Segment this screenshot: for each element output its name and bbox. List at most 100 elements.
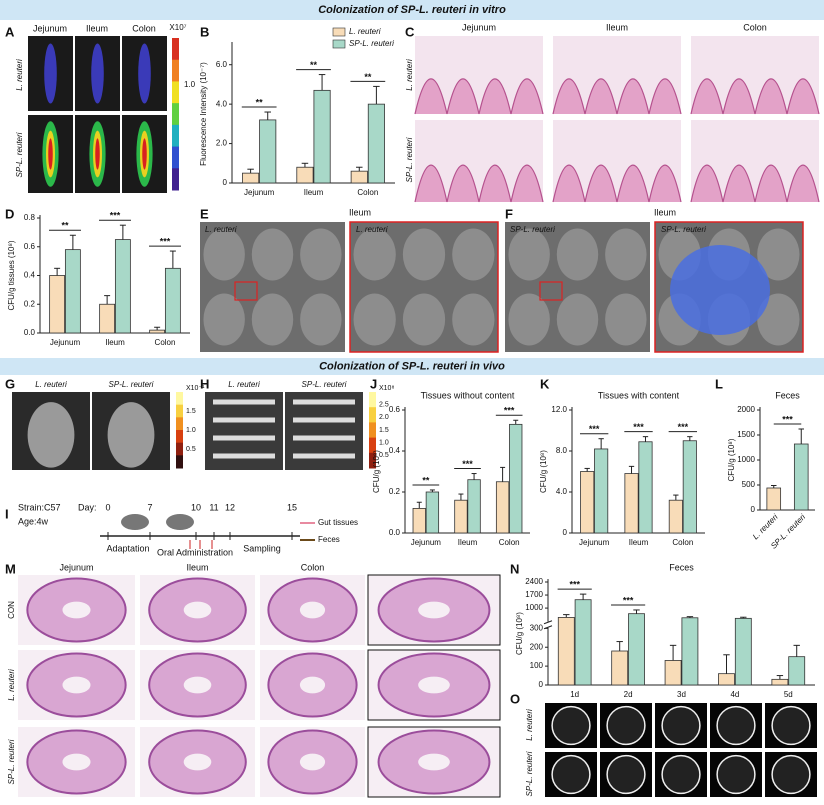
label: Feces [318, 535, 340, 544]
well [661, 754, 701, 795]
tissue [690, 164, 724, 203]
bar [580, 471, 595, 534]
x-tick-label: Colon [155, 338, 176, 347]
lumen [418, 753, 450, 771]
label: L. reuteri [205, 225, 237, 234]
y-tick-label: 4.0 [216, 99, 228, 108]
x-tick-label: Jejunum [244, 188, 275, 197]
x-tick-label: Jejunum [411, 538, 442, 547]
villus [251, 293, 294, 346]
lumen [418, 676, 450, 694]
panel-label: A [5, 24, 15, 39]
label: Ileum [606, 22, 628, 32]
y-axis-label: Fluorescence Intensity (10⁻⁷) [199, 62, 208, 166]
panel-label: D [5, 206, 14, 221]
panel-label: B [200, 24, 209, 39]
label: L. reuteri [7, 669, 16, 701]
signal [48, 138, 53, 170]
bar [594, 448, 609, 534]
lumen [62, 676, 91, 694]
significance: ** [256, 97, 264, 107]
bar [149, 329, 166, 334]
panel-label: O [510, 691, 520, 706]
lumen [62, 601, 91, 619]
lumen [299, 601, 326, 619]
panel-label: K [540, 376, 550, 391]
label: L. reuteri [15, 59, 24, 91]
bar [313, 89, 331, 184]
x-tick-label: Ileum [629, 538, 649, 547]
lumen [183, 676, 212, 694]
tissue [584, 78, 618, 115]
villus [251, 228, 294, 281]
label: X10⁻¹ [186, 385, 205, 392]
bar [114, 239, 131, 334]
label: Day: [78, 502, 97, 512]
villus [605, 293, 647, 346]
significance: *** [160, 236, 171, 246]
well [606, 754, 646, 795]
bar [425, 491, 440, 534]
bar [367, 103, 385, 184]
x-tick-label: Ileum [105, 338, 125, 347]
colorbar [172, 124, 179, 148]
x-tick-label: 2d [624, 690, 633, 699]
villus [508, 293, 550, 346]
bar [64, 249, 81, 334]
label: 2.5 [379, 402, 389, 409]
y-tick-label: 0 [563, 528, 568, 537]
lumen [183, 601, 212, 619]
lumen [62, 753, 91, 771]
panel-label: E [200, 206, 209, 221]
y-tick-label: 6.0 [216, 60, 228, 69]
label: L. reuteri [35, 380, 67, 389]
lumen [418, 601, 450, 619]
y-tick-label: 0.6 [389, 405, 401, 414]
villus [605, 228, 647, 281]
well [771, 754, 811, 795]
banner-title: Colonization of SP-L. reuteri in vivo [319, 360, 505, 372]
panel-label: I [5, 506, 9, 521]
signal [138, 43, 151, 104]
y-axis-label: CFU/g (10⁸) [727, 438, 736, 481]
panel-label: G [5, 376, 15, 391]
y-tick-label: 0.4 [389, 446, 401, 455]
well [551, 754, 591, 795]
bar [682, 440, 697, 534]
label: 12 [225, 502, 235, 512]
label: SP-L. reuteri [7, 739, 16, 784]
label: Age:4w [18, 516, 49, 526]
label: Ileum [86, 23, 108, 33]
villus [402, 293, 446, 346]
axis-break [543, 620, 553, 625]
y-tick-label: 0.0 [389, 528, 401, 537]
label: 1.5 [186, 408, 196, 415]
y-tick-label: 0.2 [24, 299, 36, 308]
bar [164, 267, 181, 334]
villus [300, 293, 342, 346]
bar [718, 673, 735, 686]
tissue [584, 164, 618, 203]
zoom-box [234, 281, 258, 301]
bar [734, 617, 752, 686]
label: L. reuteri [525, 709, 534, 741]
villus [556, 293, 599, 346]
bar [49, 275, 66, 334]
villus [203, 228, 245, 281]
significance: *** [504, 406, 515, 416]
significance: *** [678, 422, 689, 432]
colorbar [172, 146, 179, 169]
y-tick-label: 0.4 [24, 271, 36, 280]
label: 2.0 [379, 414, 389, 421]
villus [757, 293, 800, 346]
bacteria [670, 245, 770, 335]
bar [454, 499, 468, 534]
tissue [446, 78, 480, 115]
banner-title: Colonization of SP-L. reuteri in vitro [318, 4, 506, 16]
tissue [478, 78, 512, 115]
bar [557, 617, 575, 686]
x-tick-label: 1d [570, 690, 579, 699]
label: SP-L. reuteri [109, 380, 154, 389]
significance: *** [633, 422, 644, 432]
label: L. reuteri [228, 380, 260, 389]
